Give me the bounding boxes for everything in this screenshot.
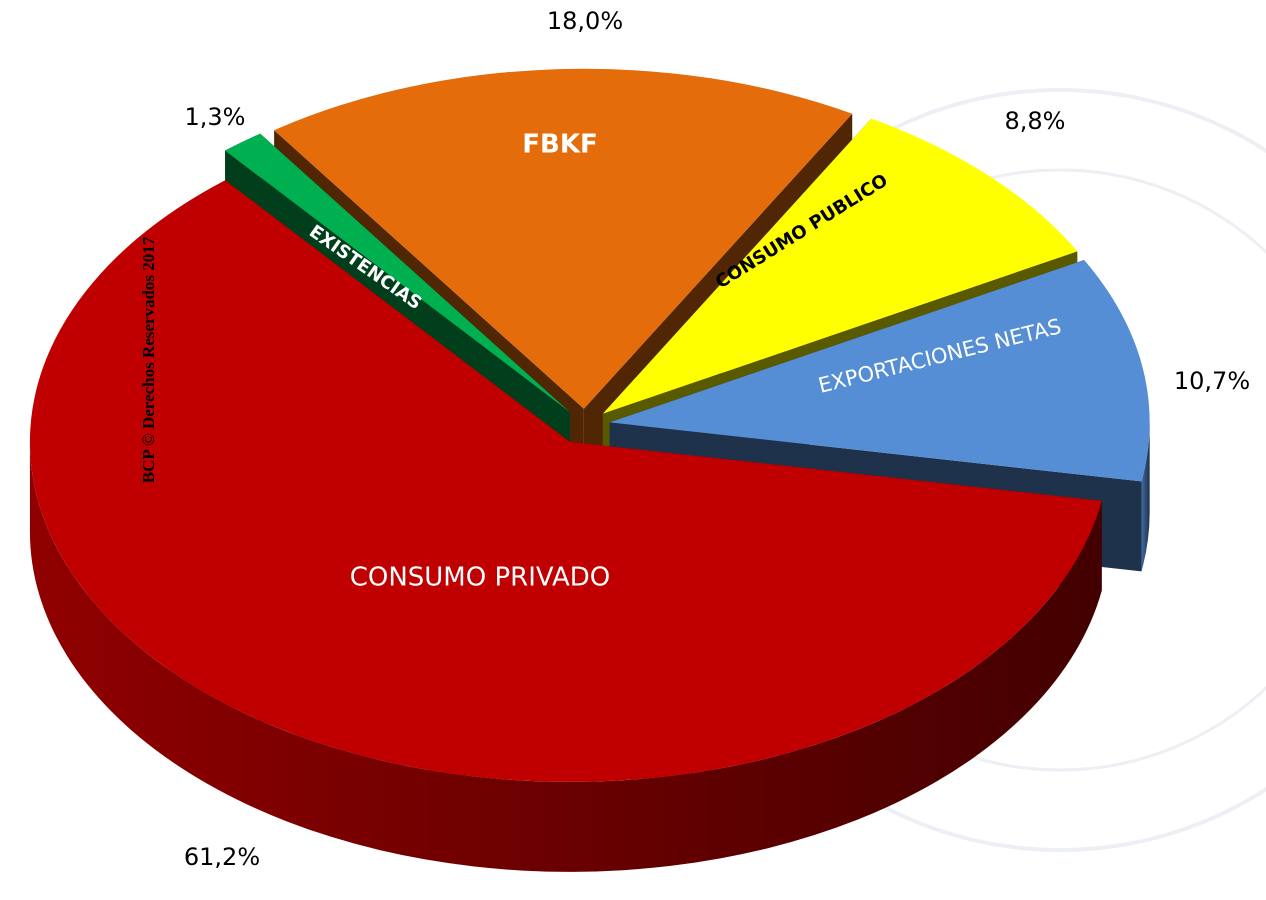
slice — [274, 68, 853, 409]
slice-tops — [29, 68, 1150, 782]
slice — [602, 118, 1078, 414]
slice — [225, 133, 570, 413]
slice-label: CONSUMO PRIVADO — [350, 563, 611, 593]
value-label: 8,8% — [1005, 107, 1066, 135]
slice-side — [1141, 422, 1150, 572]
value-label: 61,2% — [184, 843, 260, 871]
slice-side — [29, 441, 1102, 872]
value-label: 10,7% — [1174, 367, 1250, 395]
slice — [29, 180, 1102, 782]
slice — [609, 260, 1150, 482]
value-label: 1,3% — [185, 103, 246, 131]
value-label: 18,0% — [547, 7, 623, 35]
slice-label: FBKF — [522, 130, 598, 160]
watermark: BCP © Derechos Reservados 2017 — [139, 236, 158, 483]
